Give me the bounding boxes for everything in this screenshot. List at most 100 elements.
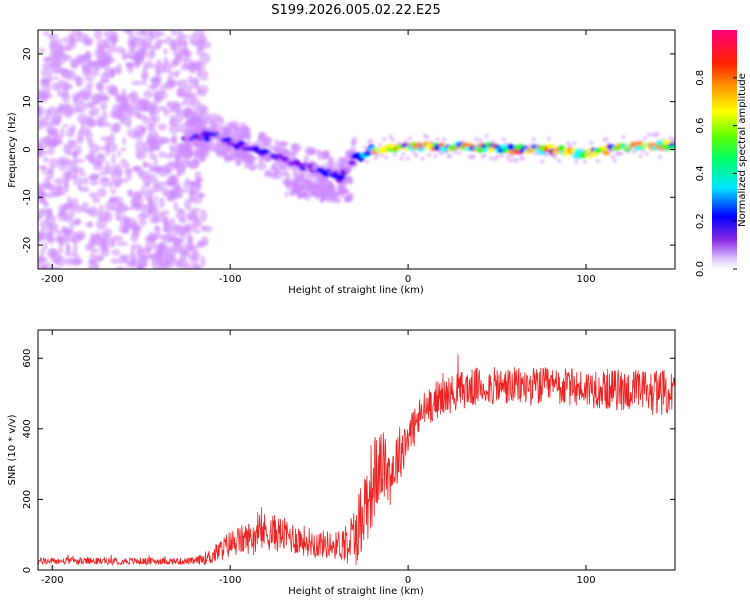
spectrogram-cell (337, 156, 347, 162)
spectrogram-noise-cell (105, 57, 116, 63)
spectrogram-cell (452, 149, 457, 154)
spectrogram-noise-cell (169, 38, 177, 51)
spectrogram-noise-cell (100, 101, 108, 111)
figure-title: S199.2026.005.02.22.E25 (271, 3, 440, 18)
spectrogram-noise-cell (128, 34, 137, 43)
spectrogram-noise-cell (73, 158, 85, 164)
spectrogram-cell (403, 139, 408, 144)
spectrogram-noise-cell (174, 237, 186, 244)
spectrogram-noise-cell (123, 54, 132, 59)
spectrogram-noise-cell (193, 77, 199, 87)
spectrogram-noise-cell (43, 57, 53, 64)
spectrogram-noise-cell (96, 152, 106, 164)
spectrogram-cell (233, 149, 242, 155)
spectrogram-marks (38, 30, 675, 269)
colorbar-tick-label: 0.0 (695, 261, 706, 277)
snr-series-line (38, 354, 675, 566)
spectrogram-cell (448, 154, 453, 159)
spectrogram-noise-cell (178, 79, 189, 90)
spectrogram-noise-cell (49, 248, 57, 258)
spectrogram-noise-cell (111, 240, 116, 247)
spectrogram-noise-cell (76, 31, 83, 37)
spectrogram-noise-cell (152, 76, 161, 88)
spectrogram-noise-cell (178, 217, 187, 224)
spectrogram-cell (495, 154, 500, 159)
spectrogram-cell (521, 156, 526, 161)
spectrogram-noise-cell (158, 151, 167, 159)
spectrogram-ridge-cell (203, 135, 211, 142)
spectrogram-x-tick-label: -200 (41, 274, 64, 285)
spectrogram-noise-cell (57, 177, 63, 186)
spectrogram-noise-cell (63, 182, 69, 187)
spectrogram-noise-cell (96, 83, 105, 94)
spectrogram-cell (273, 168, 279, 176)
spectrogram-x-axis-label: Height of straight line (km) (288, 285, 424, 296)
spectrogram-noise-cell (137, 257, 149, 268)
spectrogram-noise-cell (163, 48, 168, 55)
spectrogram-noise-cell (180, 101, 186, 107)
spectrogram-noise-cell (195, 61, 202, 72)
spectrogram-noise-cell (95, 218, 107, 230)
spectrogram-noise-cell (109, 68, 116, 77)
spectrogram-noise-cell (172, 101, 182, 114)
spectrogram-noise-cell (108, 197, 117, 203)
spectrogram-noise-cell (105, 122, 111, 127)
spectrogram-noise-cell (150, 215, 160, 223)
spectrogram-cell (258, 159, 263, 164)
spectrogram-cell (265, 168, 273, 178)
spectrogram-y-ticks: -20 -10 0 10 20 (22, 48, 675, 253)
spectrogram-noise-cell (81, 201, 89, 212)
spectrogram-noise-cell (70, 59, 78, 69)
snr-x-tick-label: -100 (219, 575, 242, 586)
spectrogram-cell (350, 139, 355, 147)
spectrogram-noise-cell (40, 207, 51, 215)
spectrogram-noise-cell (91, 93, 103, 105)
spectrogram-noise-cell (106, 43, 116, 54)
spectrogram-cell (276, 162, 284, 170)
spectrogram-noise-cell (163, 215, 169, 227)
spectrogram-noise-cell (138, 39, 147, 50)
spectrogram-noise-cell (59, 127, 65, 139)
spectrogram-noise-cell (48, 157, 59, 169)
spectrogram-noise-cell (57, 248, 64, 254)
spectrogram-noise-cell (161, 186, 170, 197)
spectrogram-noise-cell (191, 98, 201, 111)
spectrogram-noise-cell (154, 249, 165, 259)
spectrogram-noise-cell (184, 241, 194, 250)
spectrogram-y-axis-label: Frequency (Hz) (7, 112, 18, 188)
spectrogram-cell (568, 143, 573, 148)
spectrogram-noise-cell (89, 179, 99, 186)
spectrogram-noise-cell (177, 39, 189, 49)
spectrogram-noise-cell (43, 201, 50, 207)
spectrogram-noise-cell (151, 211, 157, 217)
spectrogram-branch-cell (303, 186, 308, 193)
spectrogram-noise-cell (120, 254, 131, 259)
spectrogram-noise-cell (46, 166, 55, 175)
spectrogram-cell (491, 140, 496, 145)
spectrogram-noise-cell (158, 136, 168, 144)
spectrogram-noise-cell (176, 87, 185, 93)
spectrogram-noise-cell (131, 166, 143, 171)
spectrogram-noise-cell (142, 175, 152, 188)
spectrogram-branch-cell (320, 189, 325, 197)
spectrogram-noise-cell (165, 249, 177, 258)
spectrogram-cell (184, 127, 193, 136)
spectrogram-branch-cell (302, 192, 308, 198)
spectrogram-noise-cell (45, 180, 52, 190)
spectrogram-noise-cell (62, 103, 70, 111)
colorbar-tick-label: 0.4 (695, 165, 706, 181)
spectrogram-noise-cell (52, 60, 65, 66)
spectrogram-noise-cell (98, 146, 109, 151)
spectrogram-noise-cell (199, 52, 211, 64)
spectrogram-branch-cell (343, 196, 349, 202)
spectrogram-cell (349, 146, 357, 154)
spectrogram-noise-cell (155, 38, 163, 46)
spectrogram-noise-cell (194, 215, 200, 226)
spectrogram-cell (572, 141, 577, 146)
spectrogram-noise-cell (83, 51, 91, 61)
spectrogram-noise-cell (67, 201, 74, 209)
spectrogram-noise-cell (170, 61, 179, 68)
spectrogram-noise-cell (121, 226, 129, 234)
spectrogram-noise-cell (83, 33, 89, 40)
spectrogram-cell (274, 139, 280, 146)
